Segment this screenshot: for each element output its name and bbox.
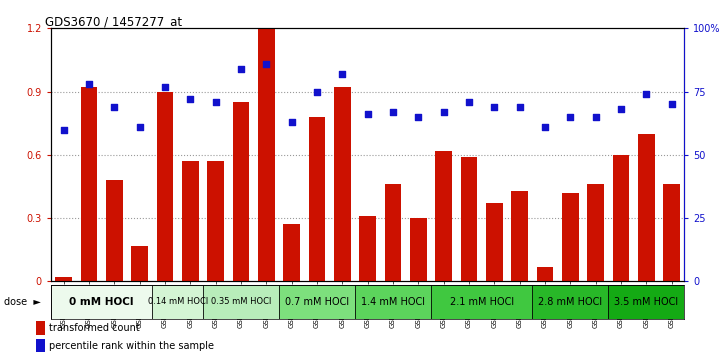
Text: transformed count: transformed count bbox=[49, 323, 140, 333]
Point bbox=[210, 99, 221, 104]
Point bbox=[463, 99, 475, 104]
Point bbox=[514, 104, 526, 110]
Point bbox=[362, 112, 373, 117]
Bar bbox=[461, 157, 478, 281]
Text: 0.14 mM HOCl: 0.14 mM HOCl bbox=[148, 297, 207, 306]
Text: GDS3670 / 1457277_at: GDS3670 / 1457277_at bbox=[44, 15, 182, 28]
Point bbox=[590, 114, 601, 120]
Bar bbox=[203, 285, 279, 319]
Bar bbox=[258, 28, 274, 281]
Point bbox=[134, 124, 146, 130]
Bar bbox=[36, 339, 44, 352]
Point bbox=[413, 114, 424, 120]
Point bbox=[235, 66, 247, 72]
Bar bbox=[613, 155, 629, 281]
Text: 2.1 mM HOCl: 2.1 mM HOCl bbox=[450, 297, 514, 307]
Bar bbox=[106, 180, 122, 281]
Point bbox=[83, 81, 95, 87]
Bar bbox=[207, 161, 224, 281]
Point bbox=[261, 61, 272, 67]
Text: dose  ►: dose ► bbox=[4, 297, 41, 307]
Point bbox=[564, 114, 576, 120]
Bar bbox=[36, 321, 44, 335]
Bar bbox=[55, 277, 72, 281]
Bar bbox=[279, 285, 355, 319]
Point bbox=[438, 109, 449, 115]
Point bbox=[184, 96, 196, 102]
Bar bbox=[537, 267, 553, 281]
Bar bbox=[334, 87, 351, 281]
Text: 0 mM HOCl: 0 mM HOCl bbox=[69, 297, 134, 307]
Point bbox=[108, 104, 120, 110]
Bar bbox=[638, 134, 654, 281]
Bar bbox=[233, 102, 249, 281]
Bar bbox=[587, 184, 604, 281]
Bar bbox=[152, 285, 203, 319]
Text: 0.35 mM HOCl: 0.35 mM HOCl bbox=[211, 297, 271, 306]
Point bbox=[539, 124, 551, 130]
Bar bbox=[360, 216, 376, 281]
Bar bbox=[431, 285, 532, 319]
Text: 2.8 mM HOCl: 2.8 mM HOCl bbox=[538, 297, 602, 307]
Point bbox=[666, 101, 678, 107]
Bar bbox=[131, 246, 148, 281]
Bar bbox=[435, 151, 452, 281]
Point bbox=[615, 107, 627, 112]
Bar bbox=[609, 285, 684, 319]
Point bbox=[311, 89, 323, 95]
Bar bbox=[663, 184, 680, 281]
Point bbox=[641, 91, 652, 97]
Point bbox=[159, 84, 171, 89]
Bar bbox=[355, 285, 431, 319]
Bar bbox=[283, 224, 300, 281]
Bar bbox=[51, 285, 152, 319]
Bar bbox=[511, 191, 528, 281]
Text: 3.5 mM HOCl: 3.5 mM HOCl bbox=[614, 297, 678, 307]
Point bbox=[336, 71, 348, 77]
Text: 0.7 mM HOCl: 0.7 mM HOCl bbox=[285, 297, 349, 307]
Point bbox=[387, 109, 399, 115]
Bar bbox=[157, 92, 173, 281]
Bar bbox=[410, 218, 427, 281]
Point bbox=[58, 127, 69, 132]
Point bbox=[488, 104, 500, 110]
Bar bbox=[81, 87, 98, 281]
Bar bbox=[486, 204, 502, 281]
Bar bbox=[309, 117, 325, 281]
Bar bbox=[562, 193, 579, 281]
Text: 1.4 mM HOCl: 1.4 mM HOCl bbox=[361, 297, 425, 307]
Bar bbox=[384, 184, 401, 281]
Bar bbox=[182, 161, 199, 281]
Point bbox=[286, 119, 298, 125]
Bar bbox=[532, 285, 609, 319]
Text: percentile rank within the sample: percentile rank within the sample bbox=[49, 341, 214, 350]
